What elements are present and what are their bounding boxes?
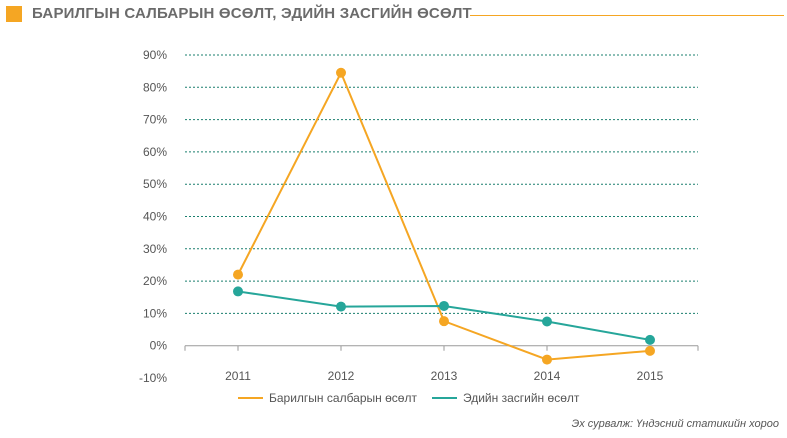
y-tick-label: 90% bbox=[143, 48, 167, 62]
y-tick-label: 40% bbox=[143, 210, 167, 224]
x-tick-label: 2014 bbox=[534, 369, 561, 383]
y-tick-label: 30% bbox=[143, 242, 167, 256]
header-divider-line bbox=[470, 15, 784, 16]
series-2-point bbox=[336, 301, 346, 312]
legend-label-2: Эдийн засгийн өсөлт bbox=[463, 391, 580, 405]
x-tick-label: 2013 bbox=[431, 369, 458, 383]
header-accent-square bbox=[6, 6, 22, 22]
chart-title: БАРИЛГЫН САЛБАРЫН ӨСӨЛТ, ЭДИЙН ЗАСГИЙН Ө… bbox=[32, 5, 472, 22]
chart-header: БАРИЛГЫН САЛБАРЫН ӨСӨЛТ, ЭДИЙН ЗАСГИЙН Ө… bbox=[6, 4, 784, 28]
series-2-point bbox=[542, 316, 552, 327]
series-2-point bbox=[645, 334, 655, 345]
series-1-point bbox=[233, 269, 243, 280]
series-1-point bbox=[542, 354, 552, 365]
y-tick-label: 50% bbox=[143, 177, 167, 191]
series-2-point bbox=[233, 286, 243, 297]
y-tick-label: 60% bbox=[143, 145, 167, 159]
series-2-point bbox=[439, 300, 449, 311]
legend-label-1: Барилгын салбарын өсөлт bbox=[269, 391, 417, 405]
x-tick-label: 2015 bbox=[637, 369, 664, 383]
y-tick-label: 80% bbox=[143, 80, 167, 94]
x-tick-label: 2012 bbox=[328, 369, 355, 383]
y-tick-label: 70% bbox=[143, 113, 167, 127]
y-tick-label: 10% bbox=[143, 306, 167, 320]
source-note: Эх сурвалж: Үндэсний статикийн хороо bbox=[571, 418, 779, 430]
series-1-point bbox=[645, 345, 655, 356]
series-1-point bbox=[336, 67, 346, 78]
series-1-point bbox=[439, 316, 449, 327]
y-tick-label: 0% bbox=[150, 339, 168, 353]
y-tick-label: -10% bbox=[139, 371, 167, 385]
series-line-2 bbox=[237, 290, 651, 341]
y-tick-label: 20% bbox=[143, 274, 167, 288]
x-tick-label: 2011 bbox=[225, 369, 251, 383]
